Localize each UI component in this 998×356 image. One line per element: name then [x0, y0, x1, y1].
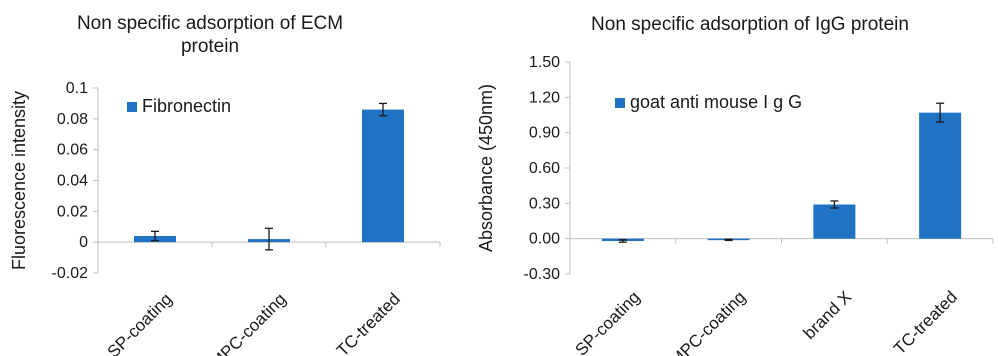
y-tick-label: 0.04 [57, 173, 88, 190]
y-tick-label: 0.06 [57, 142, 88, 159]
y-tick-label: 0.00 [529, 231, 560, 248]
y-tick-label: 0.90 [529, 125, 560, 142]
x-tick-label: MPC-coating [207, 289, 290, 356]
bar [813, 204, 856, 239]
x-tick-label: SP-coating [571, 287, 643, 356]
y-tick-label: 0.60 [529, 160, 560, 177]
y-tick-label: 0.1 [66, 80, 88, 97]
legend-label: Fibronectin [142, 96, 231, 116]
x-tick-label: TC-treated [333, 289, 404, 356]
y-tick-label: 0.02 [57, 203, 88, 220]
y-tick-label: 1.20 [529, 89, 560, 106]
legend-label: goat anti mouse I g G [630, 92, 802, 112]
chart-title: Non specific adsorption of ECM protein [40, 12, 380, 58]
y-axis-label: Absorbance (450nm) [476, 84, 496, 252]
x-tick-label: SP-coating [104, 289, 176, 356]
y-axis-label: Fluorescence intensity [9, 91, 29, 270]
y-tick-label: 0.30 [529, 195, 560, 212]
chart-title-line-2: protein [180, 36, 240, 57]
bar [919, 112, 962, 239]
y-tick-label: -0.02 [52, 265, 89, 282]
bar [362, 109, 404, 243]
chart-igg-svg: -0.30 0.00 0.30 0.60 0.90 1.20 1.50 Absorbance … [476, 54, 994, 356]
y-tick-label: 0 [79, 234, 88, 251]
legend-swatch [615, 98, 625, 108]
legend-swatch [127, 102, 137, 112]
x-tick-label: MPC-coating [667, 287, 750, 356]
x-tick-label: TC-treated [890, 287, 961, 356]
y-tick-label: 1.50 [529, 54, 560, 71]
chart-title-line-1: Non specific adsorption of ECM [76, 13, 344, 34]
y-tick-label: -0.30 [524, 266, 561, 283]
chart-title: Non specific adsorption of IgG protein [591, 14, 909, 35]
x-tick-label: brand X [800, 287, 856, 343]
chart-ecm-svg: -0.02 0 0.02 0.04 0.06 0.08 0.1 Fluorescence in… [9, 80, 441, 356]
chart-panel-igg: Non specific adsorption of IgG protein -… [470, 0, 998, 356]
chart-panel-ecm: Non specific adsorption of ECM protein -… [0, 0, 470, 356]
y-tick-label: 0.08 [57, 111, 88, 128]
